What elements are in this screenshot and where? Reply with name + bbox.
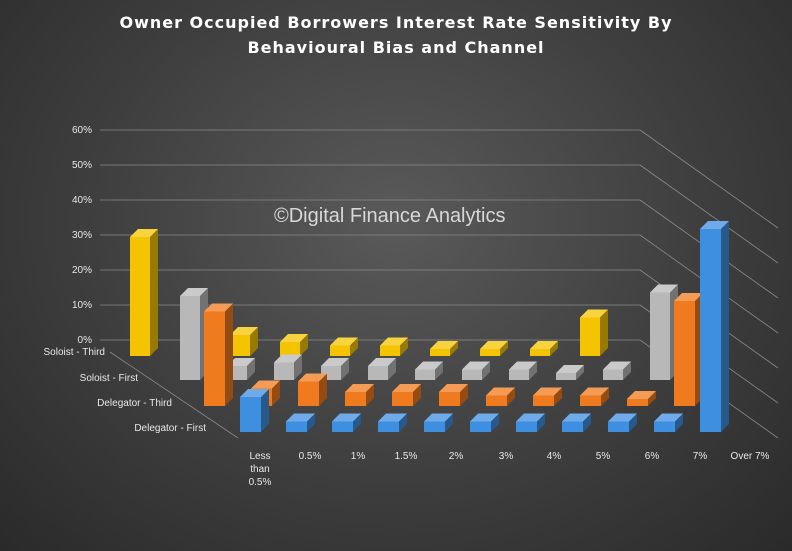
watermark: ©Digital Finance Analytics: [274, 205, 506, 227]
bar: [580, 387, 609, 406]
chart-title: Owner Occupied Borrowers Interest Rate S…: [0, 10, 792, 60]
y-tick-label: 60%: [72, 125, 92, 136]
x-tick-label: Less than 0.5%: [249, 451, 272, 488]
bar: [230, 327, 258, 356]
bar: [130, 229, 158, 356]
bar: [509, 361, 537, 380]
y-axis: 0% 10% 20% 30% 40% 50% 60%: [72, 125, 92, 346]
bar: [530, 341, 558, 356]
chart-title-line-1: Owner Occupied Borrowers Interest Rate S…: [119, 13, 673, 32]
y-tick-label: 20%: [72, 265, 92, 276]
x-tick-label: 3%: [499, 451, 514, 462]
bar: [608, 413, 637, 432]
x-tick-label: 7%: [693, 451, 708, 462]
side-gridline: [639, 164, 779, 264]
bar: [516, 413, 545, 432]
x-tick-label: 2%: [449, 451, 464, 462]
bar: [700, 221, 729, 432]
chart-title-line-2: Behavioural Bias and Channel: [247, 38, 545, 57]
bar: [462, 361, 490, 380]
bar: [380, 337, 408, 356]
bar: [378, 413, 407, 432]
bar: [486, 387, 515, 406]
x-axis: Less than 0.5% 0.5% 1% 1.5% 2% 3% 4% 5% 6% 7% Over 7…: [249, 451, 770, 488]
bar: [556, 365, 584, 380]
series-label: Delegator - Third: [97, 398, 172, 409]
y-tick-label: 10%: [72, 300, 92, 311]
bar: [332, 413, 361, 432]
bar: [286, 413, 315, 432]
series-label: Soloist - First: [80, 373, 139, 384]
bar: [424, 413, 453, 432]
bar: [280, 334, 308, 356]
series-axis: Soloist - Third Soloist - First Delegator …: [43, 347, 206, 434]
bar: [627, 391, 656, 406]
x-tick-label: 0.5%: [299, 451, 322, 462]
x-tick-label: 1.5%: [395, 451, 418, 462]
bar: [330, 337, 358, 356]
bar: [580, 309, 608, 356]
y-tick-label: 50%: [72, 160, 92, 171]
series-label: Delegator - First: [134, 423, 206, 434]
bar: [298, 373, 327, 406]
bar: [204, 303, 233, 406]
side-gridline: [639, 129, 779, 229]
bar: [415, 361, 443, 380]
bar: [439, 384, 468, 406]
bar: [368, 358, 396, 380]
bar: [240, 389, 269, 432]
floor-edge: [109, 351, 239, 439]
bar: [480, 341, 508, 356]
series-label: Soloist - Third: [43, 347, 105, 358]
bar: [430, 341, 458, 356]
x-tick-label: 6%: [645, 451, 660, 462]
bar: [603, 361, 631, 380]
y-tick-label: 0%: [78, 335, 93, 346]
bar: [470, 413, 499, 432]
bar: [345, 384, 374, 406]
x-tick-label: 1%: [351, 451, 366, 462]
x-tick-label: 5%: [596, 451, 611, 462]
x-tick-label: 4%: [547, 451, 562, 462]
bar: [562, 413, 591, 432]
bar: [654, 413, 683, 432]
bar: [274, 354, 302, 380]
bar: [533, 387, 562, 406]
y-tick-label: 40%: [72, 195, 92, 206]
bars: [130, 221, 729, 432]
bar: [392, 384, 421, 406]
x-tick-label: Over 7%: [731, 451, 770, 462]
y-tick-label: 30%: [72, 230, 92, 241]
